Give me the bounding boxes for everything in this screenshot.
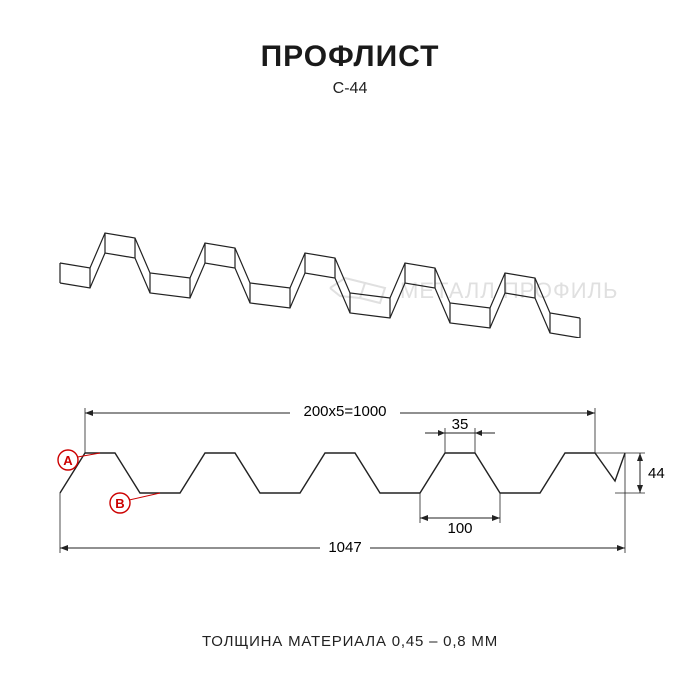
section-drawing: 200х5=1000 35 A B	[30, 383, 670, 578]
dim-100-label: 100	[447, 520, 472, 537]
model-code: С-44	[30, 80, 670, 98]
dim-period-100: 100	[420, 493, 500, 537]
dim-top-span: 200х5=1000	[85, 401, 595, 453]
dim-44-label: 44	[648, 465, 665, 482]
dim-height-44: 44	[595, 453, 665, 493]
dim-top-span-label: 200х5=1000	[304, 403, 387, 420]
dim-1047-label: 1047	[328, 539, 361, 556]
page: ПРОФЛИСТ С-44 МЕТАЛЛ ПРОФИЛЬ	[0, 0, 700, 700]
watermark-icon	[330, 278, 385, 303]
isometric-drawing: МЕТАЛЛ ПРОФИЛЬ	[30, 138, 670, 343]
title-block: ПРОФЛИСТ С-44	[30, 40, 670, 98]
svg-text:B: B	[115, 496, 124, 511]
section-profile	[60, 453, 625, 493]
dim-full-width: 1047	[60, 453, 625, 556]
page-title: ПРОФЛИСТ	[30, 40, 670, 74]
thickness-note: ТОЛЩИНА МАТЕРИАЛА 0,45 – 0,8 ММ	[0, 633, 700, 650]
dim-gap-35: 35	[425, 416, 495, 453]
dim-35-label: 35	[452, 416, 469, 433]
callout-b: B	[110, 493, 160, 513]
svg-text:A: A	[63, 453, 73, 468]
watermark-text: МЕТАЛЛ ПРОФИЛЬ	[400, 278, 618, 303]
